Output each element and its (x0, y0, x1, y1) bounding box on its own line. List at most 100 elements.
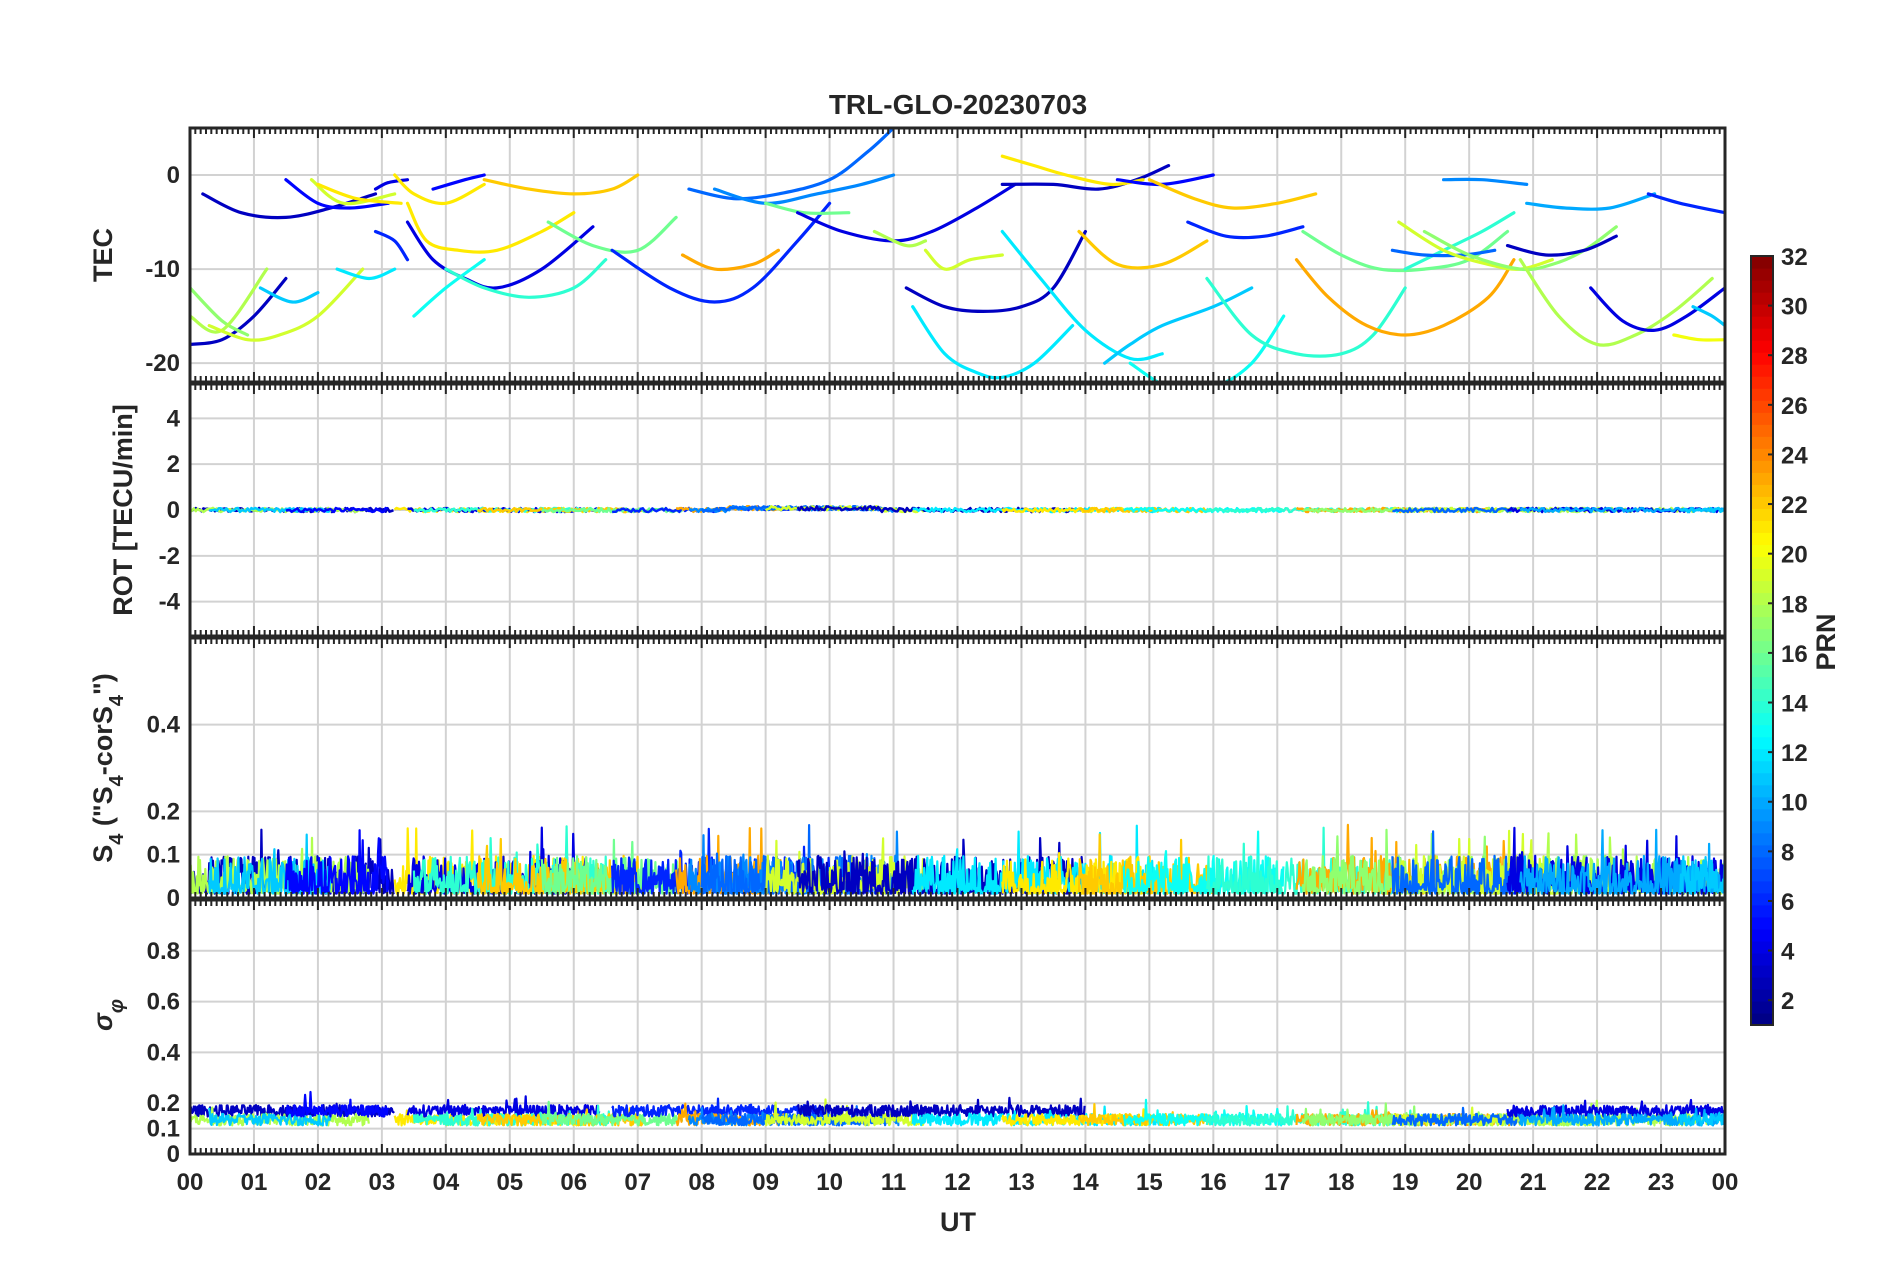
colorbar-segment (1751, 316, 1773, 329)
colorbar-tick-label: 2 (1781, 988, 1794, 1015)
colorbar-segment (1751, 340, 1773, 353)
y-tick-label: 0.8 (147, 938, 180, 965)
tec-series-prn-5 (284, 178, 390, 210)
tec-series-prn-6 (610, 201, 832, 304)
x-axis-label: UT (940, 1207, 976, 1237)
x-tick-label: 18 (1328, 1169, 1355, 1196)
colorbar-segment (1751, 784, 1773, 798)
x-tick-label: 01 (241, 1169, 268, 1196)
tec-series-prn-20 (1672, 333, 1725, 342)
colorbar-segment (1751, 568, 1773, 582)
colorbar-segment (1751, 580, 1773, 594)
colorbar-segment (1751, 496, 1773, 509)
colorbar-tick-label: 12 (1781, 740, 1808, 767)
tec-series (190, 128, 1725, 382)
y-tick-label: 0.2 (147, 798, 180, 825)
x-tick-label: 23 (1648, 1169, 1675, 1196)
y-tick-label: -4 (159, 589, 181, 616)
tec-series-prn-21 (1000, 154, 1145, 187)
tec-series-prn-10 (1525, 192, 1657, 211)
colorbar-segment (1751, 292, 1773, 305)
x-tick-label: 19 (1392, 1169, 1419, 1196)
tec-series-prn-9 (1442, 177, 1529, 186)
tec-series-prn-19 (1397, 220, 1554, 271)
tec-series-prn-23 (1294, 258, 1516, 337)
colorbar-segment (1751, 424, 1773, 437)
colorbar-tick-label: 4 (1781, 939, 1795, 966)
s4-series-prn-10 (1519, 828, 1725, 895)
y-tick-label: 0.1 (147, 842, 180, 869)
x-tick-label: 14 (1072, 1169, 1099, 1196)
colorbar-label: PRN (1811, 613, 1841, 670)
colorbar-segment (1751, 892, 1773, 906)
colorbar-segment (1751, 256, 1773, 269)
tec-series-prn-14 (444, 258, 608, 299)
colorbar-segment (1751, 400, 1773, 413)
y-tick-label: 0.2 (147, 1090, 180, 1117)
colorbar-segment (1751, 280, 1773, 293)
tec-series-prn-18 (1518, 258, 1714, 347)
tec-series-prn-6 (1646, 192, 1725, 215)
colorbar-segment (1751, 952, 1773, 966)
x-tick-label: 02 (305, 1169, 332, 1196)
colorbar-tick-label: 32 (1781, 244, 1808, 271)
colorbar-tick-label: 14 (1781, 691, 1808, 718)
colorbar-segment (1751, 508, 1773, 521)
colorbar-segment (1751, 796, 1773, 810)
y-tick-label: 4 (167, 405, 181, 432)
panel-sigma_phi: 0.8 0.6 0.4 0.20.10 σφ (88, 898, 1727, 1168)
colorbar-tick-label: 22 (1781, 492, 1808, 519)
tec-series-prn-21 (393, 173, 486, 206)
colorbar-segment (1751, 472, 1773, 485)
sigma_phi-series-prn-8 (1391, 1106, 1528, 1127)
colorbar-segment (1751, 748, 1773, 762)
colorbar-segment (1751, 880, 1773, 894)
x-tick-label: 20 (1456, 1169, 1483, 1196)
colorbar-segment (1751, 436, 1773, 449)
tec-series-prn-23 (680, 248, 780, 272)
colorbar-segment (1751, 664, 1773, 678)
rot-series-prn-11 (1679, 506, 1725, 514)
tec-series-prn-11 (258, 286, 320, 304)
rot-series-prn-13 (1123, 506, 1284, 514)
colorbar-segment (1751, 304, 1773, 317)
colorbar-tick-label: 18 (1781, 591, 1808, 618)
tec-series-prn-3 (904, 229, 1087, 314)
colorbar-segment (1751, 844, 1773, 858)
x-tick-label: 00 (177, 1169, 204, 1196)
x-tick-label: 09 (752, 1169, 779, 1196)
rot-series (190, 504, 1725, 514)
sigma_phi-series-prn-11 (208, 1107, 332, 1127)
colorbar-tick-label: 16 (1781, 641, 1808, 668)
sigma_phi-series-prn-8 (700, 1105, 888, 1127)
colorbar-segment (1751, 364, 1773, 377)
colorbar-segment (1751, 628, 1773, 642)
y-axis-label-tec: TEC (88, 228, 118, 282)
rot-series-prn-22 (1078, 506, 1214, 514)
tec-series-prn-19 (207, 267, 365, 342)
tec-series-prn-17 (190, 286, 250, 337)
sigma_phi-series-prn-16 (540, 1100, 684, 1127)
tec-series-prn-22 (482, 173, 640, 196)
y-tick-label: 0 (167, 497, 180, 524)
colorbar-segment (1751, 1012, 1773, 1026)
x-tick-label: 11 (881, 1169, 906, 1196)
colorbar-segment (1751, 388, 1773, 401)
x-tick-label: 13 (1008, 1169, 1035, 1196)
colorbar: 32 30 28 26 24 22 20 18 16 14 12 10 8 6 4 2 (1750, 244, 1808, 1026)
tec-series-prn-21 (316, 182, 403, 205)
colorbar-segment (1751, 448, 1773, 461)
tec-series-prn-5 (431, 173, 486, 191)
y-tick-label: 2 (167, 451, 180, 478)
colorbar-segment (1751, 592, 1773, 606)
panel-frame (188, 636, 1727, 900)
x-tick-label: 00 (1712, 1169, 1739, 1196)
x-tick-label: 22 (1584, 1169, 1611, 1196)
colorbar-segment (1751, 328, 1773, 341)
tec-series-prn-13 (412, 258, 486, 318)
colorbar-segment (1751, 940, 1773, 954)
colorbar-segment (1751, 712, 1773, 726)
colorbar-segment (1751, 520, 1773, 533)
